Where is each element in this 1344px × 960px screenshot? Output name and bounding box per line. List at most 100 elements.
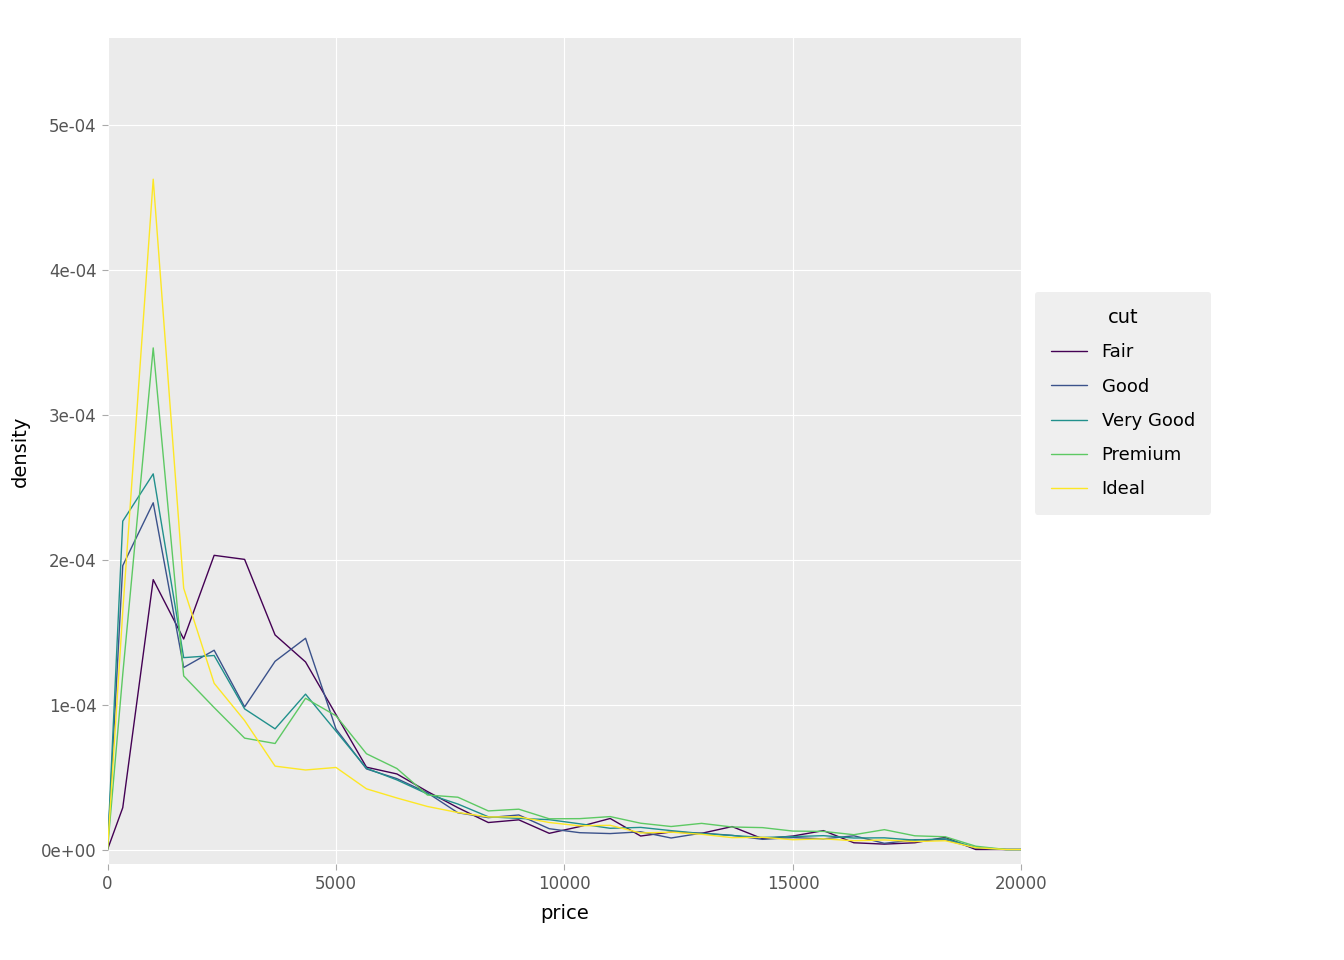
Fair [267,629,284,640]
X-axis label: price: price [540,904,589,924]
Good [511,809,527,821]
Fair [999,844,1015,855]
Fair [419,785,435,797]
Good [480,812,496,824]
Good [114,560,130,571]
Very Good [724,829,741,841]
Ideal [511,811,527,823]
Fair [328,708,344,720]
Good [663,832,679,844]
Fair [542,828,558,839]
Premium [1013,844,1030,855]
Ideal [999,844,1015,855]
Ideal [663,827,679,838]
Premium [328,710,344,722]
Ideal [785,834,801,846]
Ideal [907,836,923,848]
Very Good [206,650,222,661]
Ideal [176,583,192,594]
Ideal [968,842,984,853]
Ideal [754,831,770,843]
Good [450,807,466,819]
Premium [359,748,375,759]
Premium [999,844,1015,855]
Premium [511,804,527,815]
Good [1013,844,1030,855]
Fair [845,837,862,849]
Premium [876,824,892,835]
Premium [542,813,558,825]
Premium [145,342,161,353]
Fair [724,821,741,832]
Premium [968,840,984,852]
Premium [419,789,435,801]
Good [816,833,832,845]
Good [267,656,284,667]
Fair [388,768,405,780]
Premium [114,668,130,680]
Fair [359,761,375,773]
Very Good [633,822,649,833]
Legend: Fair, Good, Very Good, Premium, Ideal: Fair, Good, Very Good, Premium, Ideal [1035,292,1211,515]
Very Good [297,688,313,700]
Line: Ideal: Ideal [108,180,1021,850]
Premium [816,826,832,837]
Good [694,828,710,839]
Very Good [968,842,984,853]
Very Good [267,723,284,734]
Ideal [206,678,222,689]
Good [542,823,558,834]
Ideal [633,828,649,839]
Good [876,837,892,849]
Very Good [237,703,253,714]
Fair [176,634,192,645]
Very Good [99,844,116,855]
Fair [876,838,892,850]
Ideal [145,174,161,185]
Fair [816,825,832,836]
Ideal [419,801,435,812]
Line: Good: Good [108,503,1021,850]
Premium [388,763,405,775]
Good [633,826,649,837]
Fair [602,813,618,825]
Premium [694,818,710,829]
Very Good [816,829,832,841]
Ideal [937,835,953,847]
Fair [907,837,923,849]
Very Good [602,823,618,834]
Very Good [388,774,405,785]
Very Good [511,813,527,825]
Premium [785,826,801,837]
Good [785,831,801,843]
Fair [511,814,527,826]
Ideal [724,832,741,844]
Fair [633,830,649,842]
Ideal [694,828,710,840]
Ideal [480,811,496,823]
Fair [694,828,710,839]
Fair [663,827,679,838]
Very Good [480,811,496,823]
Very Good [694,828,710,839]
Fair [297,657,313,668]
Good [602,828,618,839]
Very Good [663,825,679,836]
Premium [754,822,770,833]
Premium [99,844,116,855]
Ideal [450,806,466,818]
Very Good [1013,844,1030,855]
Very Good [176,652,192,663]
Ideal [388,792,405,804]
Ideal [328,761,344,773]
Good [176,661,192,673]
Good [937,834,953,846]
Very Good [999,844,1015,855]
Fair [145,574,161,586]
Fair [571,821,587,832]
Premium [663,821,679,832]
Premium [450,791,466,803]
Very Good [328,726,344,737]
Premium [206,702,222,713]
Good [237,701,253,712]
